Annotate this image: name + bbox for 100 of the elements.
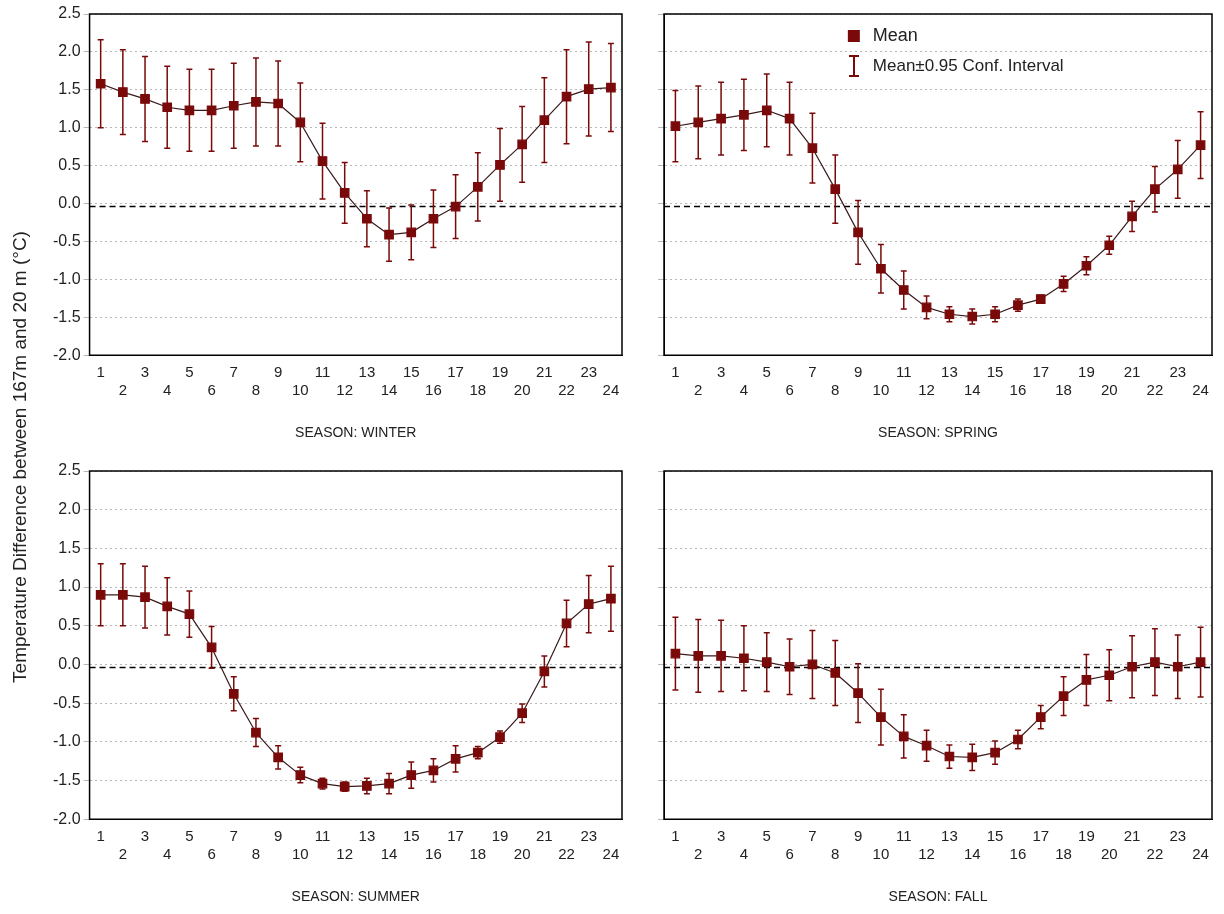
point: [517, 139, 528, 150]
x-tick-label: 5: [185, 827, 194, 845]
legend-label: Mean: [872, 24, 918, 45]
point: [118, 589, 128, 600]
x-tick-label: 22: [1146, 845, 1164, 863]
point: [428, 213, 439, 224]
point: [1195, 657, 1206, 667]
x-tick-label: 4: [163, 381, 172, 399]
x-tick-label: 16: [1009, 381, 1027, 399]
point: [693, 651, 704, 661]
y-tick-label: 1.0: [58, 118, 81, 136]
y-tick-label: 0.5: [58, 156, 81, 174]
x-tick-label: 14: [380, 845, 398, 863]
x-tick-label: 4: [739, 381, 749, 399]
point: [921, 740, 932, 751]
point: [990, 309, 1000, 320]
x-tick-label: 9: [853, 363, 863, 381]
x-tick-label: 13: [941, 363, 958, 381]
x-tick-label: 13: [941, 827, 958, 845]
point: [784, 113, 795, 124]
point: [1104, 670, 1115, 681]
x-tick-label: 6: [207, 845, 216, 863]
point: [716, 651, 726, 661]
x-tick-label: 20: [513, 381, 531, 399]
x-tick-label: 6: [207, 381, 216, 399]
point: [1058, 279, 1069, 289]
point: [251, 97, 261, 107]
y-tick-label: 0.5: [58, 616, 81, 634]
y-tick-label: 0.0: [58, 654, 81, 672]
point: [1058, 691, 1069, 702]
point: [295, 117, 306, 128]
point: [1013, 734, 1023, 745]
x-tick-label: 11: [895, 363, 912, 381]
point: [317, 156, 328, 166]
x-tick-label: 4: [163, 845, 172, 863]
point: [184, 609, 195, 619]
x-tick-label: 1: [96, 363, 105, 381]
point: [716, 113, 726, 124]
x-tick-label: 22: [558, 381, 575, 399]
x-tick-label: 16: [425, 845, 442, 863]
point: [1150, 184, 1160, 194]
y-tick-label: -1.0: [52, 269, 81, 287]
x-tick-label: 17: [1032, 827, 1050, 845]
point: [967, 752, 978, 763]
point: [761, 105, 772, 116]
x-tick-label: 17: [447, 827, 464, 845]
x-tick-label: 16: [1009, 845, 1027, 863]
x-tick-label: 10: [872, 845, 890, 863]
x-tick-label: 12: [336, 845, 354, 863]
point: [853, 227, 863, 238]
point: [1127, 661, 1137, 672]
y-tick-label: -2.0: [52, 809, 81, 827]
x-tick-label: 5: [762, 827, 771, 845]
point: [1081, 260, 1092, 271]
x-tick-label: 21: [1123, 827, 1141, 845]
y-tick-label: 2.5: [58, 4, 81, 22]
point: [830, 184, 841, 194]
x-tick-label: 23: [580, 827, 598, 845]
point: [162, 601, 173, 612]
x-tick-label: 19: [491, 363, 509, 381]
point: [140, 592, 150, 602]
x-tick-label: 19: [1078, 827, 1095, 845]
point: [140, 94, 150, 104]
x-tick-label: 2: [694, 381, 703, 399]
y-tick-label: 2.0: [58, 500, 81, 518]
point: [784, 661, 795, 672]
point: [1081, 675, 1092, 685]
x-tick-label: 20: [1100, 845, 1118, 863]
x-tick-label: 23: [580, 363, 598, 381]
y-tick-label: 1.5: [58, 538, 81, 556]
point: [162, 102, 173, 113]
y-axis-title: Temperature Difference between 167m and 20 m (°C): [9, 231, 31, 683]
x-tick-label: 11: [314, 363, 331, 381]
point: [739, 653, 749, 664]
x-tick-label: 8: [251, 381, 261, 399]
y-tick-label: -2.0: [52, 345, 81, 363]
x-tick-label: 11: [895, 827, 912, 845]
point: [606, 82, 616, 93]
point: [362, 781, 372, 791]
y-tick-label: -0.5: [52, 693, 81, 711]
point: [1127, 211, 1137, 222]
x-tick-label: 8: [251, 845, 261, 863]
x-tick-label: 19: [1078, 363, 1095, 381]
point: [406, 227, 417, 238]
x-tick-label: 4: [739, 845, 749, 863]
x-tick-label: 21: [536, 827, 553, 845]
x-tick-label: 15: [402, 363, 420, 381]
point: [1172, 661, 1183, 672]
point: [495, 160, 505, 170]
point: [944, 309, 955, 320]
x-axis-title: SEASON: FALL: [888, 888, 988, 905]
x-tick-label: 19: [491, 827, 509, 845]
point: [990, 747, 1000, 758]
point: [1195, 140, 1206, 151]
x-axis-title: SEASON: SUMMER: [291, 888, 420, 905]
point: [1172, 164, 1183, 175]
x-tick-label: 18: [469, 845, 487, 863]
x-tick-label: 6: [785, 845, 794, 863]
x-tick-label: 2: [118, 845, 128, 863]
x-tick-label: 13: [358, 363, 376, 381]
